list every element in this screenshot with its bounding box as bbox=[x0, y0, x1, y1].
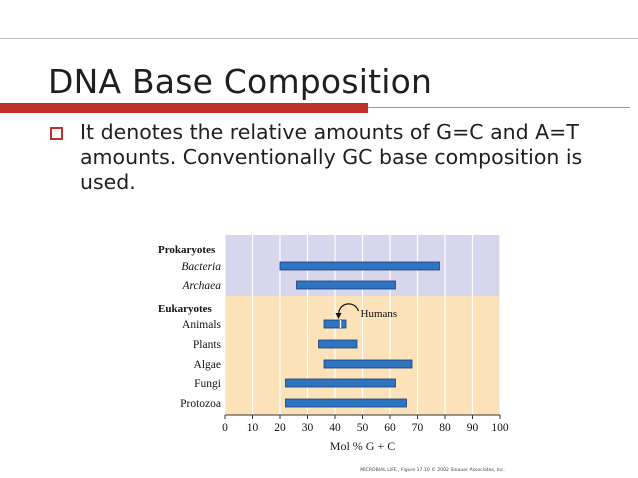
x-tick-label: 100 bbox=[491, 422, 509, 434]
top-rule bbox=[0, 38, 638, 39]
x-tick-label: 20 bbox=[274, 422, 286, 434]
slide-title: DNA Base Composition bbox=[48, 62, 433, 101]
category-label: Archaea bbox=[181, 280, 221, 292]
x-tick-label: 60 bbox=[384, 422, 396, 434]
category-label: Animals bbox=[182, 319, 221, 331]
x-tick-label: 50 bbox=[357, 422, 369, 434]
category-label: Plants bbox=[193, 339, 222, 351]
gc-content-chart: Prokaryotes Eukaryotes Bacteria Archaea Anim… bbox=[153, 209, 513, 478]
bullet-square-icon bbox=[50, 127, 63, 140]
humans-arrowhead bbox=[335, 313, 342, 319]
bar-algae bbox=[323, 359, 413, 369]
x-tick-label: 30 bbox=[302, 422, 314, 434]
bullet-text: It denotes the relative amounts of G=C a… bbox=[80, 120, 583, 194]
bar-animals bbox=[323, 319, 347, 329]
bar-fungi bbox=[285, 378, 396, 388]
prokaryotes-label-area bbox=[153, 235, 225, 296]
humans-annotation: Humans bbox=[361, 308, 398, 320]
x-tick-label: 40 bbox=[329, 422, 341, 434]
title-accent-bar bbox=[0, 103, 368, 113]
eukaryotes-label-area bbox=[153, 296, 225, 415]
category-label: Bacteria bbox=[181, 261, 221, 273]
bar-plants bbox=[318, 339, 358, 349]
group-label: Eukaryotes bbox=[158, 303, 213, 315]
chart-svg: Prokaryotes Eukaryotes Bacteria Archaea Anim… bbox=[153, 209, 513, 478]
category-label: Algae bbox=[194, 359, 221, 371]
x-tick-label: 0 bbox=[222, 422, 228, 434]
x-tick-label: 90 bbox=[467, 422, 479, 434]
x-axis-label: Mol % G + C bbox=[330, 439, 395, 453]
bar-bacteria bbox=[279, 261, 440, 271]
category-label: Fungi bbox=[194, 378, 221, 390]
x-tick-label: 70 bbox=[412, 422, 424, 434]
bar-archaea bbox=[296, 280, 396, 290]
group-label: Prokaryotes bbox=[158, 244, 216, 256]
title-underline bbox=[368, 107, 630, 108]
bar-protozoa bbox=[285, 398, 407, 408]
category-label: Protozoa bbox=[180, 398, 221, 410]
figure-credit: MICROBIAL LIFE , Figure 17.10 © 2002 Sin… bbox=[360, 466, 505, 473]
humans-arrow bbox=[337, 303, 360, 316]
x-tick-label: 80 bbox=[439, 422, 451, 434]
x-tick-label: 10 bbox=[247, 422, 259, 434]
